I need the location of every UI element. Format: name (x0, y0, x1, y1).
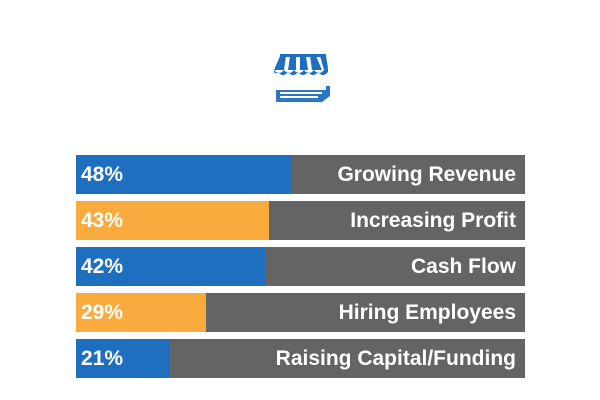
bar (76, 293, 207, 332)
bar (76, 155, 292, 194)
bar (76, 339, 171, 378)
bar-row: 48% Growing Revenue (76, 155, 525, 194)
bar-category-label: Hiring Employees (338, 301, 516, 324)
bar-category-label: Growing Revenue (337, 163, 516, 186)
bar-category-label: Increasing Profit (350, 209, 516, 232)
bar-value-label: 29% (81, 301, 124, 324)
bar-value-label: 43% (81, 209, 124, 232)
storefront-icon (270, 52, 332, 108)
bar-row: 29% Hiring Employees (76, 293, 525, 332)
bar (76, 201, 270, 240)
bar-row: 43% Increasing Profit (76, 201, 525, 240)
bar-row: 21% Raising Capital/Funding (76, 339, 525, 378)
bar-category-label: Cash Flow (410, 255, 516, 278)
bar (76, 247, 265, 286)
horizontal-bar-chart: 48% Growing Revenue 43% Increasing Profit 42… (76, 155, 525, 385)
bar-value-label: 48% (81, 163, 124, 186)
bar-row: 42% Cash Flow (76, 247, 525, 286)
bar-value-label: 21% (81, 347, 124, 370)
bar-value-label: 42% (81, 255, 124, 278)
bar-category-label: Raising Capital/Funding (275, 347, 516, 370)
